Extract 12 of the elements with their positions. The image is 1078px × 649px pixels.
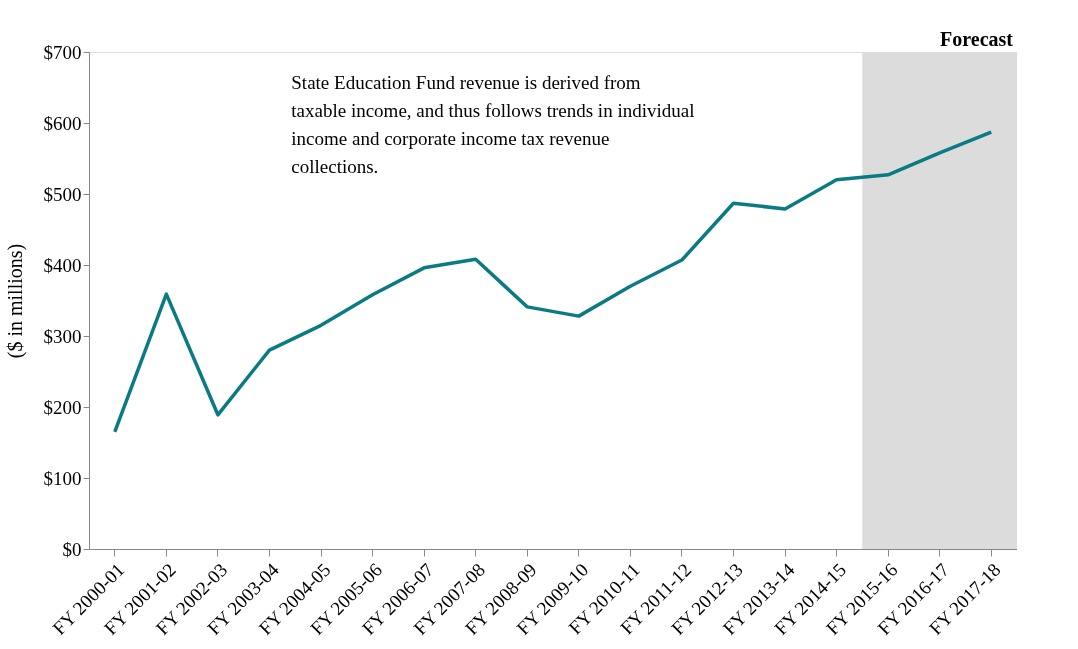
line-series — [113, 130, 993, 434]
y-tick-label: $200 — [43, 396, 82, 418]
y-axis-title: ($ in millions) — [3, 243, 27, 359]
y-tick-label: $100 — [43, 467, 82, 489]
annotation: State Education Fund revenue is derived from taxable income, and thus follows trends in individual income and corporate income tax revenue collections. — [291, 72, 695, 177]
y-tick-label: $300 — [43, 325, 82, 347]
y-tick-label: $700 — [43, 41, 82, 63]
y-tick-label: $600 — [43, 112, 82, 134]
y-tick-label: $500 — [43, 183, 82, 205]
y-tick-label: $400 — [43, 254, 82, 276]
y-tick-label: $0 — [62, 538, 82, 560]
band-label: Forecast — [940, 28, 1014, 50]
